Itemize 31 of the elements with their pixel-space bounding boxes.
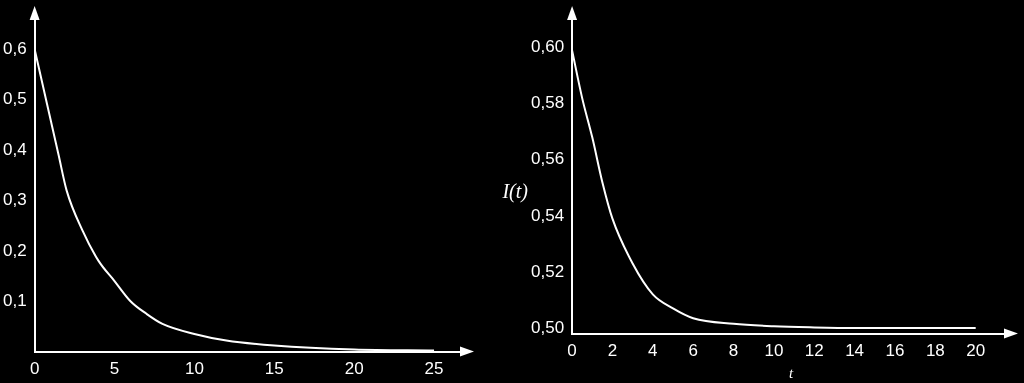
x-tick-label: 20 <box>966 341 986 361</box>
y-tick-label: 0,52 <box>530 261 565 281</box>
x-tick-label: 0 <box>567 341 577 361</box>
y-tick-label: 0,1 <box>2 290 27 310</box>
x-tick-label: 4 <box>648 341 658 361</box>
x-tick-label: 18 <box>925 341 945 361</box>
x-tick-label: 16 <box>885 341 905 361</box>
y-axis-title: I(t) <box>501 180 528 203</box>
x-tick-label: 5 <box>109 359 120 379</box>
y-tick-label: 0,56 <box>530 149 565 169</box>
y-tick-label: 0,58 <box>530 93 565 113</box>
x-tick-label: 15 <box>264 359 284 379</box>
x-axis-title: t <box>788 364 794 381</box>
x-tick-label: 10 <box>764 341 784 361</box>
y-tick-label: 0,50 <box>530 317 565 337</box>
x-tick-label: 14 <box>845 341 865 361</box>
y-tick-label: 0,60 <box>530 37 565 57</box>
x-tick-label: 10 <box>184 359 204 379</box>
y-tick-label: 0,5 <box>2 89 27 109</box>
y-tick-label: 0,54 <box>530 205 565 225</box>
y-tick-label: 0,4 <box>2 139 27 159</box>
x-tick-label: 2 <box>607 341 618 361</box>
y-tick-label: 0,3 <box>2 190 27 210</box>
x-tick-label: 8 <box>728 341 739 361</box>
y-tick-label: 0,2 <box>2 240 27 260</box>
x-tick-label: 6 <box>688 341 698 361</box>
x-tick-label: 20 <box>344 359 364 379</box>
x-tick-label: 0 <box>29 359 40 379</box>
x-tick-label: 25 <box>424 359 444 379</box>
y-tick-label: 0,6 <box>2 38 27 58</box>
x-tick-label: 12 <box>804 341 824 361</box>
